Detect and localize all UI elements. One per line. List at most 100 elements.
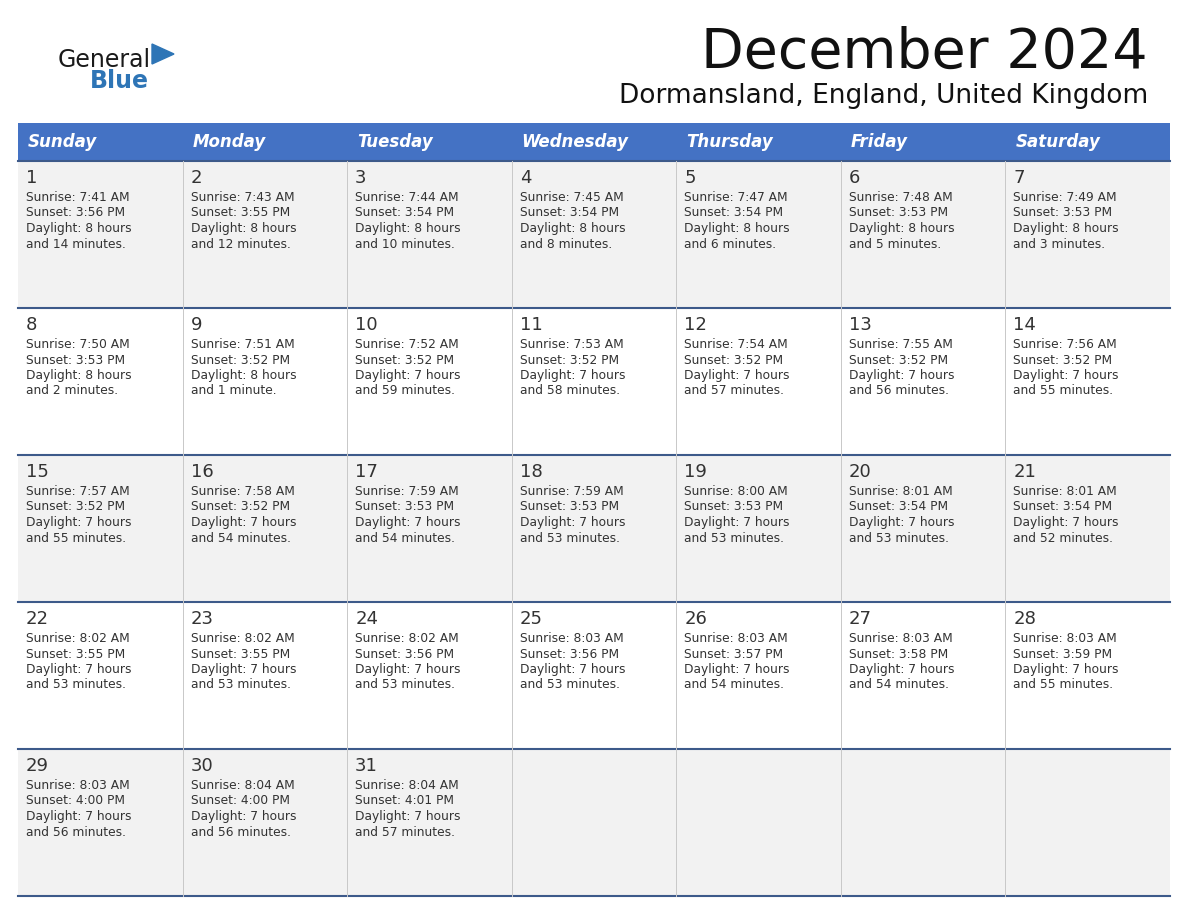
- Bar: [18, 455, 1170, 602]
- Text: 1: 1: [26, 169, 37, 187]
- Text: Sunrise: 7:53 AM: Sunrise: 7:53 AM: [519, 338, 624, 351]
- Text: Sunset: 3:54 PM: Sunset: 3:54 PM: [519, 207, 619, 219]
- Text: Sunrise: 8:04 AM: Sunrise: 8:04 AM: [190, 779, 295, 792]
- Text: 24: 24: [355, 610, 378, 628]
- Text: Daylight: 7 hours: Daylight: 7 hours: [26, 516, 132, 529]
- Text: Daylight: 7 hours: Daylight: 7 hours: [355, 516, 461, 529]
- Text: 30: 30: [190, 757, 214, 775]
- Text: Sunrise: 8:03 AM: Sunrise: 8:03 AM: [26, 779, 129, 792]
- Text: Daylight: 7 hours: Daylight: 7 hours: [26, 810, 132, 823]
- Text: and 10 minutes.: and 10 minutes.: [355, 238, 455, 251]
- Text: Sunset: 3:53 PM: Sunset: 3:53 PM: [1013, 207, 1112, 219]
- Text: and 14 minutes.: and 14 minutes.: [26, 238, 126, 251]
- Text: Daylight: 8 hours: Daylight: 8 hours: [1013, 222, 1119, 235]
- Text: Friday: Friday: [851, 133, 908, 151]
- Text: and 55 minutes.: and 55 minutes.: [1013, 678, 1113, 691]
- Text: Daylight: 7 hours: Daylight: 7 hours: [849, 516, 954, 529]
- Text: and 53 minutes.: and 53 minutes.: [190, 678, 291, 691]
- Text: 23: 23: [190, 610, 214, 628]
- Text: Sunday: Sunday: [29, 133, 97, 151]
- Text: Sunset: 3:52 PM: Sunset: 3:52 PM: [1013, 353, 1112, 366]
- Text: Sunset: 4:00 PM: Sunset: 4:00 PM: [190, 794, 290, 808]
- Text: Sunset: 3:57 PM: Sunset: 3:57 PM: [684, 647, 783, 660]
- Text: Dormansland, England, United Kingdom: Dormansland, England, United Kingdom: [619, 83, 1148, 109]
- Bar: [18, 123, 1170, 161]
- Text: Sunrise: 8:04 AM: Sunrise: 8:04 AM: [355, 779, 459, 792]
- Text: 6: 6: [849, 169, 860, 187]
- Text: 17: 17: [355, 463, 378, 481]
- Text: Sunset: 4:00 PM: Sunset: 4:00 PM: [26, 794, 125, 808]
- Text: Sunrise: 7:47 AM: Sunrise: 7:47 AM: [684, 191, 788, 204]
- Text: and 54 minutes.: and 54 minutes.: [849, 678, 949, 691]
- Text: 10: 10: [355, 316, 378, 334]
- Text: Daylight: 7 hours: Daylight: 7 hours: [849, 663, 954, 676]
- Text: Daylight: 7 hours: Daylight: 7 hours: [355, 810, 461, 823]
- Text: 11: 11: [519, 316, 543, 334]
- Text: Daylight: 7 hours: Daylight: 7 hours: [26, 663, 132, 676]
- Text: Daylight: 7 hours: Daylight: 7 hours: [519, 369, 625, 382]
- Text: Sunrise: 7:56 AM: Sunrise: 7:56 AM: [1013, 338, 1117, 351]
- Text: Thursday: Thursday: [687, 133, 773, 151]
- Text: 22: 22: [26, 610, 49, 628]
- Text: 20: 20: [849, 463, 872, 481]
- Text: 14: 14: [1013, 316, 1036, 334]
- Text: Sunrise: 7:52 AM: Sunrise: 7:52 AM: [355, 338, 459, 351]
- Text: Sunset: 3:53 PM: Sunset: 3:53 PM: [849, 207, 948, 219]
- Text: Sunrise: 7:51 AM: Sunrise: 7:51 AM: [190, 338, 295, 351]
- Text: Sunset: 3:56 PM: Sunset: 3:56 PM: [519, 647, 619, 660]
- Text: and 56 minutes.: and 56 minutes.: [190, 825, 291, 838]
- Text: Sunset: 3:52 PM: Sunset: 3:52 PM: [519, 353, 619, 366]
- Text: and 56 minutes.: and 56 minutes.: [849, 385, 949, 397]
- Text: Sunset: 3:54 PM: Sunset: 3:54 PM: [849, 500, 948, 513]
- Text: and 57 minutes.: and 57 minutes.: [355, 825, 455, 838]
- Text: Daylight: 7 hours: Daylight: 7 hours: [684, 663, 790, 676]
- Text: Sunrise: 7:50 AM: Sunrise: 7:50 AM: [26, 338, 129, 351]
- Text: Sunset: 3:52 PM: Sunset: 3:52 PM: [190, 353, 290, 366]
- Text: Sunrise: 7:45 AM: Sunrise: 7:45 AM: [519, 191, 624, 204]
- Text: 16: 16: [190, 463, 214, 481]
- Text: Daylight: 8 hours: Daylight: 8 hours: [684, 222, 790, 235]
- Text: and 2 minutes.: and 2 minutes.: [26, 385, 118, 397]
- Text: Sunset: 3:52 PM: Sunset: 3:52 PM: [190, 500, 290, 513]
- Text: Daylight: 8 hours: Daylight: 8 hours: [519, 222, 625, 235]
- Text: and 53 minutes.: and 53 minutes.: [355, 678, 455, 691]
- Text: Daylight: 7 hours: Daylight: 7 hours: [519, 516, 625, 529]
- Text: Sunset: 3:55 PM: Sunset: 3:55 PM: [26, 647, 125, 660]
- Text: Sunrise: 7:55 AM: Sunrise: 7:55 AM: [849, 338, 953, 351]
- Text: Blue: Blue: [90, 69, 148, 93]
- Text: Sunset: 4:01 PM: Sunset: 4:01 PM: [355, 794, 454, 808]
- Text: Sunrise: 8:00 AM: Sunrise: 8:00 AM: [684, 485, 788, 498]
- Text: 18: 18: [519, 463, 543, 481]
- Text: 8: 8: [26, 316, 37, 334]
- Text: Sunset: 3:55 PM: Sunset: 3:55 PM: [190, 207, 290, 219]
- Text: Sunrise: 8:01 AM: Sunrise: 8:01 AM: [849, 485, 953, 498]
- Text: 31: 31: [355, 757, 378, 775]
- Text: Sunrise: 8:02 AM: Sunrise: 8:02 AM: [190, 632, 295, 645]
- Text: 7: 7: [1013, 169, 1025, 187]
- Text: Sunrise: 8:02 AM: Sunrise: 8:02 AM: [26, 632, 129, 645]
- Text: Sunrise: 7:41 AM: Sunrise: 7:41 AM: [26, 191, 129, 204]
- Text: Sunrise: 8:03 AM: Sunrise: 8:03 AM: [684, 632, 788, 645]
- Text: 19: 19: [684, 463, 707, 481]
- Text: and 12 minutes.: and 12 minutes.: [190, 238, 290, 251]
- Text: Daylight: 7 hours: Daylight: 7 hours: [849, 369, 954, 382]
- Text: and 53 minutes.: and 53 minutes.: [849, 532, 949, 544]
- Text: 25: 25: [519, 610, 543, 628]
- Text: 29: 29: [26, 757, 49, 775]
- Text: and 53 minutes.: and 53 minutes.: [684, 532, 784, 544]
- Text: Sunrise: 7:43 AM: Sunrise: 7:43 AM: [190, 191, 295, 204]
- Text: Sunset: 3:52 PM: Sunset: 3:52 PM: [684, 353, 783, 366]
- Text: 15: 15: [26, 463, 49, 481]
- Text: 28: 28: [1013, 610, 1036, 628]
- Text: Sunset: 3:53 PM: Sunset: 3:53 PM: [26, 353, 125, 366]
- Text: Tuesday: Tuesday: [358, 133, 432, 151]
- Text: and 5 minutes.: and 5 minutes.: [849, 238, 941, 251]
- Text: Sunrise: 8:01 AM: Sunrise: 8:01 AM: [1013, 485, 1117, 498]
- Text: and 56 minutes.: and 56 minutes.: [26, 825, 126, 838]
- Text: Daylight: 7 hours: Daylight: 7 hours: [684, 369, 790, 382]
- Text: Wednesday: Wednesday: [522, 133, 628, 151]
- Text: 3: 3: [355, 169, 367, 187]
- Text: Sunset: 3:52 PM: Sunset: 3:52 PM: [26, 500, 125, 513]
- Text: and 57 minutes.: and 57 minutes.: [684, 385, 784, 397]
- Text: Sunrise: 7:54 AM: Sunrise: 7:54 AM: [684, 338, 788, 351]
